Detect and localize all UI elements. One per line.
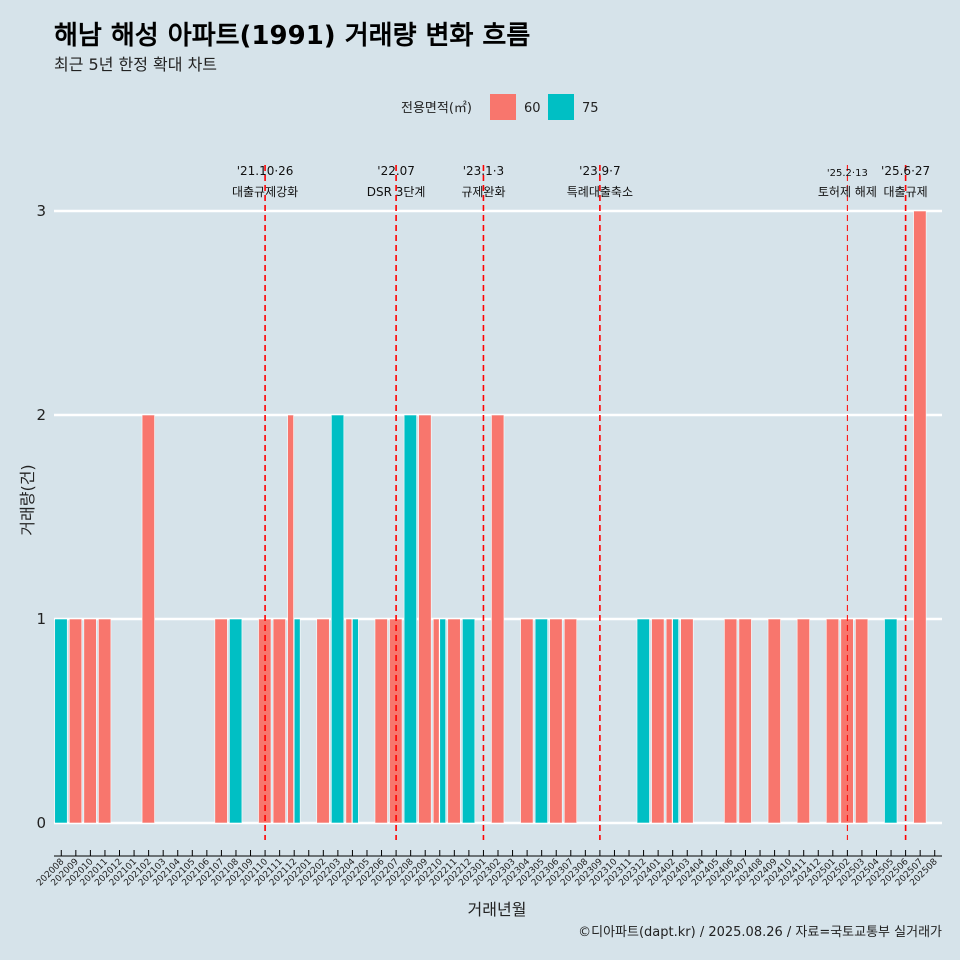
- chart-subtitle: 최근 5년 한정 확대 차트: [54, 55, 217, 74]
- bar-75-202008: [54, 618, 68, 824]
- bar-75-202402: [672, 618, 679, 824]
- bar-60-202406: [724, 618, 738, 824]
- bar-60-202306: [549, 618, 563, 824]
- event-label: DSR 3단계: [367, 185, 426, 199]
- bar-75-202210: [439, 618, 447, 824]
- bar-60-202210: [432, 618, 440, 824]
- y-axis-title: 거래량(건): [18, 464, 37, 535]
- bar-60-202204: [345, 618, 353, 824]
- y-axis: 0 1 2 3: [36, 202, 46, 832]
- legend: 전용면적(㎡) 60 75: [401, 94, 599, 120]
- bar-75-202505: [884, 618, 898, 824]
- bar-75-202203: [331, 414, 345, 824]
- y-tick-label: 0: [36, 814, 46, 832]
- bar-60-202011: [98, 618, 112, 824]
- legend-swatch-75: [548, 94, 574, 120]
- bar-60-202206: [374, 618, 388, 824]
- event-lines: '21.10·26 대출규제강화 '22.07 DSR 3단계 '23.1·3 규제완화 '…: [232, 164, 930, 840]
- legend-label-60: 60: [524, 101, 541, 116]
- bar-60-202411: [796, 618, 810, 824]
- bar-60-202307: [563, 618, 578, 824]
- bar-60-202202: [316, 618, 330, 824]
- chart-title: 해남 해성 아파트(1991) 거래량 변화 흐름: [54, 21, 530, 51]
- event-date: '23.1·3: [463, 164, 504, 178]
- bar-75-202212: [462, 618, 476, 824]
- bar-60-202209: [418, 414, 432, 824]
- event-label: 토허제 해제: [818, 185, 877, 199]
- bar-75-202305: [534, 618, 548, 824]
- bar-60-202403: [680, 618, 694, 824]
- bar-60-202111: [272, 618, 286, 824]
- x-axis-title: 거래년월: [468, 900, 527, 919]
- event-date: '25.6·27: [881, 164, 930, 178]
- bar-60-202507: [913, 210, 927, 824]
- bar-75-202204: [352, 618, 359, 824]
- bar-60-202501: [825, 618, 840, 824]
- legend-title: 전용면적(㎡): [401, 101, 472, 116]
- legend-swatch-60: [490, 94, 516, 120]
- legend-label-75: 75: [582, 101, 599, 116]
- bar-60-202401: [651, 618, 665, 824]
- bars: [54, 210, 927, 824]
- bar-60-202009: [68, 618, 83, 824]
- bar-60-202503: [855, 618, 869, 824]
- bar-60-202302: [491, 414, 505, 824]
- bar-60-202304: [520, 618, 534, 824]
- y-tick-label: 2: [36, 406, 46, 424]
- event-label: 대출규제강화: [232, 185, 298, 199]
- bar-75-202108: [229, 618, 243, 824]
- bar-60-202107: [214, 618, 228, 824]
- x-axis: 2020082020092020102020112020122021012021…: [35, 850, 942, 888]
- bar-75-202208: [403, 414, 417, 824]
- bar-75-202112: [293, 618, 301, 824]
- bar-60-202402: [665, 618, 673, 824]
- event-label: 규제완화: [461, 185, 505, 199]
- bar-60-202010: [83, 618, 97, 824]
- bar-60-202102: [141, 414, 155, 824]
- bar-75-202312: [636, 618, 650, 824]
- bar-60-202407: [738, 618, 752, 824]
- bar-60-202211: [447, 618, 461, 824]
- event-label: 특례대출축소: [567, 185, 633, 199]
- y-tick-label: 3: [36, 202, 46, 220]
- bar-60-202409: [767, 618, 781, 824]
- caption: ©디아파트(dapt.kr) / 2025.08.26 / 자료=국토교통부 실…: [578, 925, 942, 940]
- event-date: '25.2·13: [827, 168, 868, 179]
- y-tick-label: 1: [36, 610, 46, 628]
- bar-60-202112: [287, 414, 294, 824]
- event-date: '21.10·26: [237, 164, 294, 178]
- event-date: '23.9·7: [579, 164, 620, 178]
- event-date: '22.07: [377, 164, 415, 178]
- event-label: 대출규제: [884, 185, 928, 199]
